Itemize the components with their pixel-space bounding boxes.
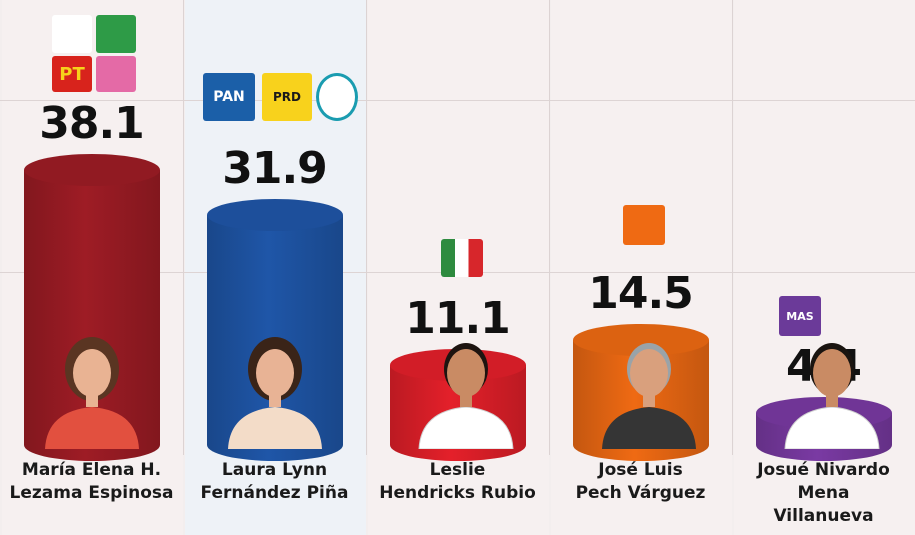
value-label: 38.1	[39, 98, 145, 149]
pri-logo	[441, 239, 483, 277]
candidate-name-line: Hendricks Rubio	[379, 483, 536, 503]
candidate-name-line: Villanueva	[773, 506, 874, 526]
candidate-name-line: Josué Nivardo	[757, 460, 890, 480]
candidate-name: Josué Nivardo Mena Villanueva	[734, 459, 914, 528]
column-divider	[732, 0, 733, 455]
column-divider	[183, 0, 184, 455]
pt-logo: PT	[52, 56, 92, 92]
mas-logo: MAS	[779, 296, 821, 336]
grid-line	[0, 100, 915, 101]
candidate-name-line: María Elena H.	[21, 460, 162, 480]
candidate-name: José Luis Pech Várguez	[551, 459, 731, 505]
candidate-photo	[37, 319, 147, 449]
candidate-name: María Elena H. Lezama Espinosa	[2, 459, 182, 505]
candidate-photo	[777, 319, 887, 450]
column-divider	[366, 0, 367, 455]
candidate-name-line: Laura Lynn	[221, 460, 328, 480]
movimiento-ciudadano-logo	[316, 73, 358, 121]
candidate-name: Laura Lynn Fernández Piña	[185, 459, 365, 505]
candidate-name-line: Mena	[797, 483, 850, 503]
candidate-name-line: Pech Várguez	[575, 483, 706, 503]
morena-logo	[52, 15, 92, 53]
verde-logo	[96, 15, 136, 53]
candidate-name-line: Fernández Piña	[200, 483, 349, 503]
candidate-name-line: Leslie	[429, 460, 486, 480]
candidate-name: Leslie Hendricks Rubio	[368, 459, 548, 505]
candidate-photo	[220, 319, 330, 449]
bar-top	[206, 198, 343, 231]
prd-logo: PRD	[262, 73, 312, 121]
movimiento-ciudadano-alt-logo	[623, 205, 665, 245]
value-label: 11.1	[405, 292, 511, 344]
candidate-name-line: Lezama Espinosa	[9, 483, 174, 503]
fuerza-por-mexico-logo	[96, 56, 136, 92]
column-divider	[549, 0, 550, 455]
bar-top	[23, 154, 160, 186]
candidate-photo	[411, 319, 521, 450]
candidate-name-line: José Luis	[598, 460, 683, 480]
value-label: 14.5	[588, 268, 694, 320]
value-label: 31.9	[222, 142, 328, 194]
candidate-photo	[594, 319, 704, 449]
pan-logo: PAN	[203, 73, 255, 121]
